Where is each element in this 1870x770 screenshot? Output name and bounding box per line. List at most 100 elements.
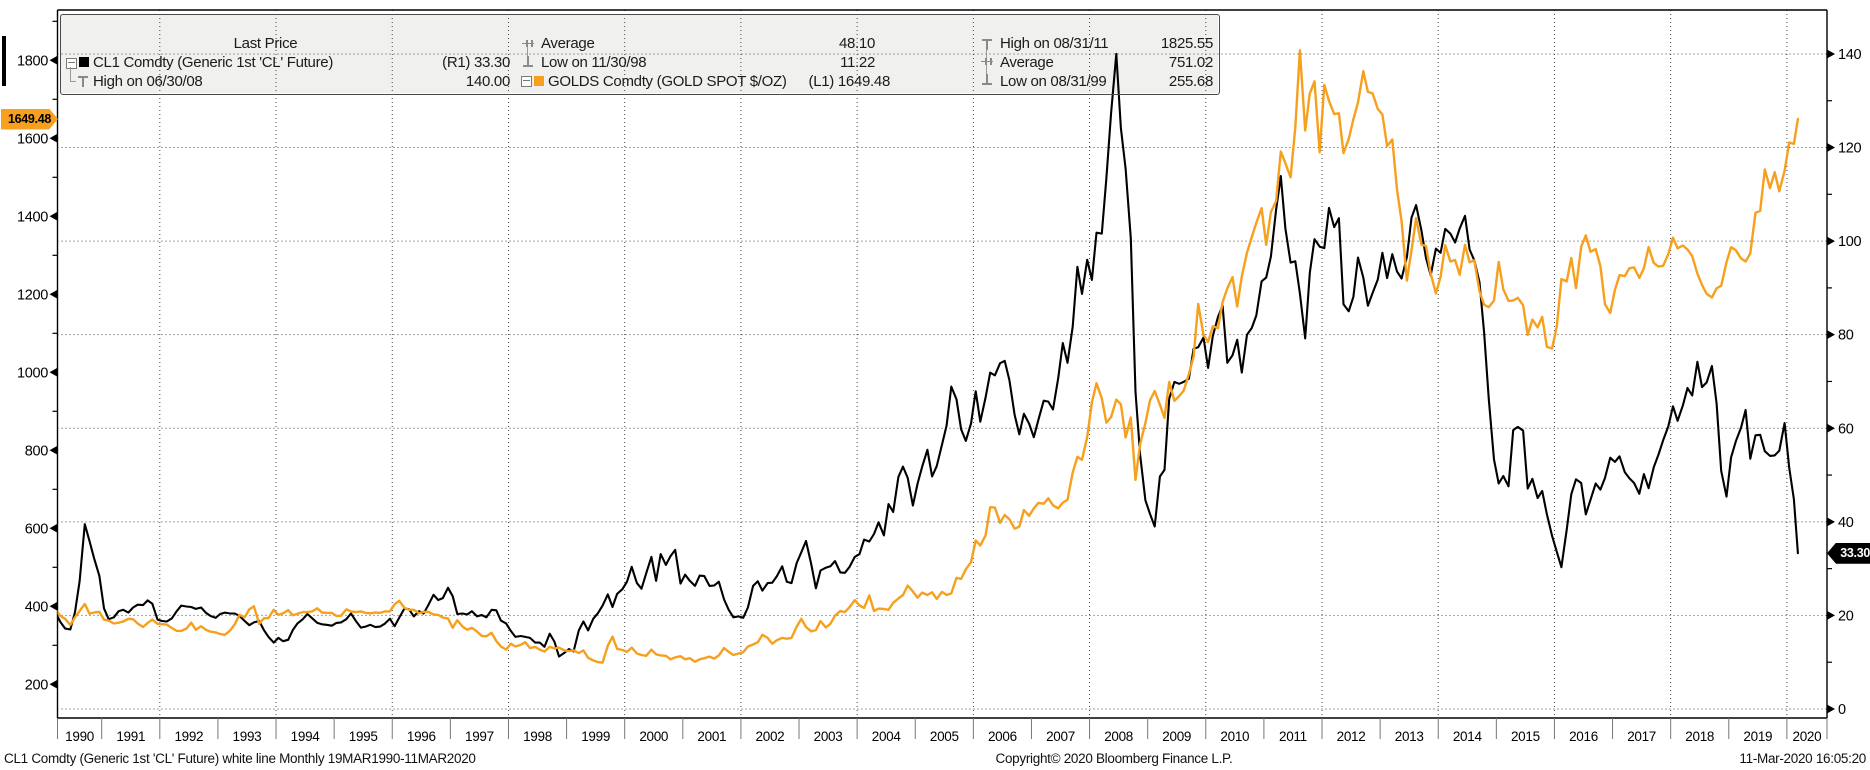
year-axis-label: 1998 (523, 729, 552, 744)
high-marker-icon (981, 38, 993, 50)
year-axis-label: 2002 (756, 729, 785, 744)
left-axis-label: 600 (25, 521, 49, 537)
year-axis-label: 2017 (1627, 729, 1656, 744)
right-axis-label: 100 (1838, 234, 1862, 250)
left-axis-label: 800 (25, 443, 49, 459)
legend-cl1-value: (R1) 33.30 (442, 54, 510, 71)
left-tick-arrow-icon (49, 601, 58, 611)
left-tick-arrow-icon (49, 133, 58, 143)
average-marker-icon (981, 56, 993, 68)
year-axis-label: 1997 (465, 729, 494, 744)
right-tick-arrow-icon (1827, 330, 1835, 340)
legend-golds-average-value: 751.02 (1168, 54, 1213, 71)
footer-timestamp: 11-Mar-2020 16:05:20 (1739, 751, 1866, 766)
legend-golds-low-label: Low on 08/31/99 (1000, 72, 1107, 90)
tree-connector (70, 67, 71, 81)
right-tick-arrow-icon (1827, 49, 1835, 59)
left-tick-arrow-icon (49, 679, 58, 689)
legend-golds-high-label: High on 08/31/11 (1000, 35, 1109, 52)
year-axis-label: 2008 (1104, 729, 1133, 744)
left-axis-label: 200 (25, 677, 49, 693)
year-axis-label: 2019 (1743, 729, 1772, 744)
legend-cl1-low-label: Low on 11/30/98 (541, 54, 647, 71)
gold-last-price-badge: 1649.48 (1, 108, 58, 130)
panel-edge-bar (2, 36, 6, 86)
right-tick-arrow-icon (1827, 610, 1835, 620)
footer-series-description: CL1 Comdty (Generic 1st 'CL' Future) whi… (4, 751, 476, 766)
year-axis-label: 2011 (1279, 729, 1307, 744)
right-axis-label: 80 (1838, 328, 1854, 344)
right-axis-label: 120 (1838, 141, 1862, 157)
year-axis-label: 1990 (65, 729, 94, 744)
left-axis-label: 1800 (17, 53, 48, 69)
cl1-swatch-icon (79, 57, 89, 67)
series-layer (57, 49, 1800, 664)
low-marker-icon (522, 56, 534, 68)
right-tick-arrow-icon (1827, 143, 1835, 153)
left-axis-label: 1400 (17, 209, 48, 225)
right-tick-arrow-icon (1827, 236, 1835, 246)
legend-cl1-low-value: 11.22 (840, 54, 875, 71)
year-axis-label: 2018 (1685, 729, 1714, 744)
legend-background (60, 14, 1218, 93)
year-axis-label: 1992 (174, 729, 203, 744)
legend-golds-low-value: 255.68 (1168, 72, 1213, 90)
right-axis-label: 20 (1838, 608, 1854, 624)
left-tick-arrow-icon (49, 445, 58, 455)
year-axis-label: 2013 (1395, 729, 1424, 744)
low-marker-icon (981, 74, 993, 86)
year-axis-label: 1993 (233, 729, 262, 744)
series-line-oil (57, 52, 1799, 658)
legend-header-last-price: Last Price (233, 35, 298, 52)
right-tick-arrow-icon (1827, 423, 1835, 433)
year-axis-label: 2007 (1046, 729, 1075, 744)
left-tick-arrow-icon (49, 55, 58, 65)
year-axis-label: 2005 (930, 729, 959, 744)
year-axis-label: 1999 (581, 729, 610, 744)
year-axis-label: 1995 (349, 729, 378, 744)
year-axis-label: 1991 (116, 729, 145, 744)
legend-cl1-high-value: 140.00 (465, 72, 510, 90)
left-axis-label: 1600 (17, 131, 48, 147)
year-axis-label: 1994 (291, 729, 321, 744)
left-axis-label: 1000 (17, 365, 48, 381)
year-axis-label: 2014 (1453, 729, 1483, 744)
legend-golds-average-label: Average (1000, 54, 1054, 71)
legend-cl1-average-value: 48.10 (838, 35, 875, 52)
series-line-gold (57, 49, 1800, 664)
legend-golds-value: (L1) 1649.48 (808, 72, 891, 90)
right-axis-label: 0 (1838, 702, 1846, 718)
year-axis-label: 2015 (1511, 729, 1540, 744)
oil-last-price-badge: 33.30 (1827, 542, 1870, 564)
footer-copyright: Copyright© 2020 Bloomberg Finance L.P. (995, 751, 1233, 766)
year-axis-label: 1996 (407, 729, 436, 744)
tree-connector (527, 46, 528, 62)
high-marker-icon (77, 75, 89, 87)
left-tick-arrow-icon (49, 289, 58, 299)
legend-cl1-high-label: High on 06/30/08 (93, 72, 203, 90)
legend-golds-label[interactable]: GOLDS Comdty (GOLD SPOT $/OZ) (548, 72, 787, 90)
tree-expand-icon[interactable] (66, 58, 77, 69)
year-axis-label: 2010 (1220, 729, 1249, 744)
left-tick-arrow-icon (49, 523, 58, 533)
legend-cl1-label[interactable]: CL1 Comdty (Generic 1st 'CL' Future) (93, 54, 334, 71)
left-tick-arrow-icon (49, 367, 58, 377)
tree-expand-icon[interactable] (521, 76, 532, 87)
left-axis-label: 1200 (17, 287, 48, 303)
year-axis-label: 2003 (814, 729, 843, 744)
year-axis-label: 2012 (1337, 729, 1366, 744)
year-axis-label: 2001 (697, 729, 726, 744)
legend-golds-high-value: 1825.55 (1160, 35, 1213, 52)
year-axis-label: 2009 (1162, 729, 1191, 744)
year-axis-label: 2020 (1793, 729, 1822, 744)
left-axis-label: 400 (25, 599, 49, 615)
year-axis-label: 2006 (988, 729, 1017, 744)
year-axis-label: 2000 (639, 729, 668, 744)
legend-box (60, 14, 1220, 95)
legend-cl1-average-label: Average (541, 35, 595, 52)
left-tick-arrow-icon (49, 211, 58, 221)
average-marker-icon (522, 38, 534, 50)
year-axis-label: 2004 (872, 729, 902, 744)
